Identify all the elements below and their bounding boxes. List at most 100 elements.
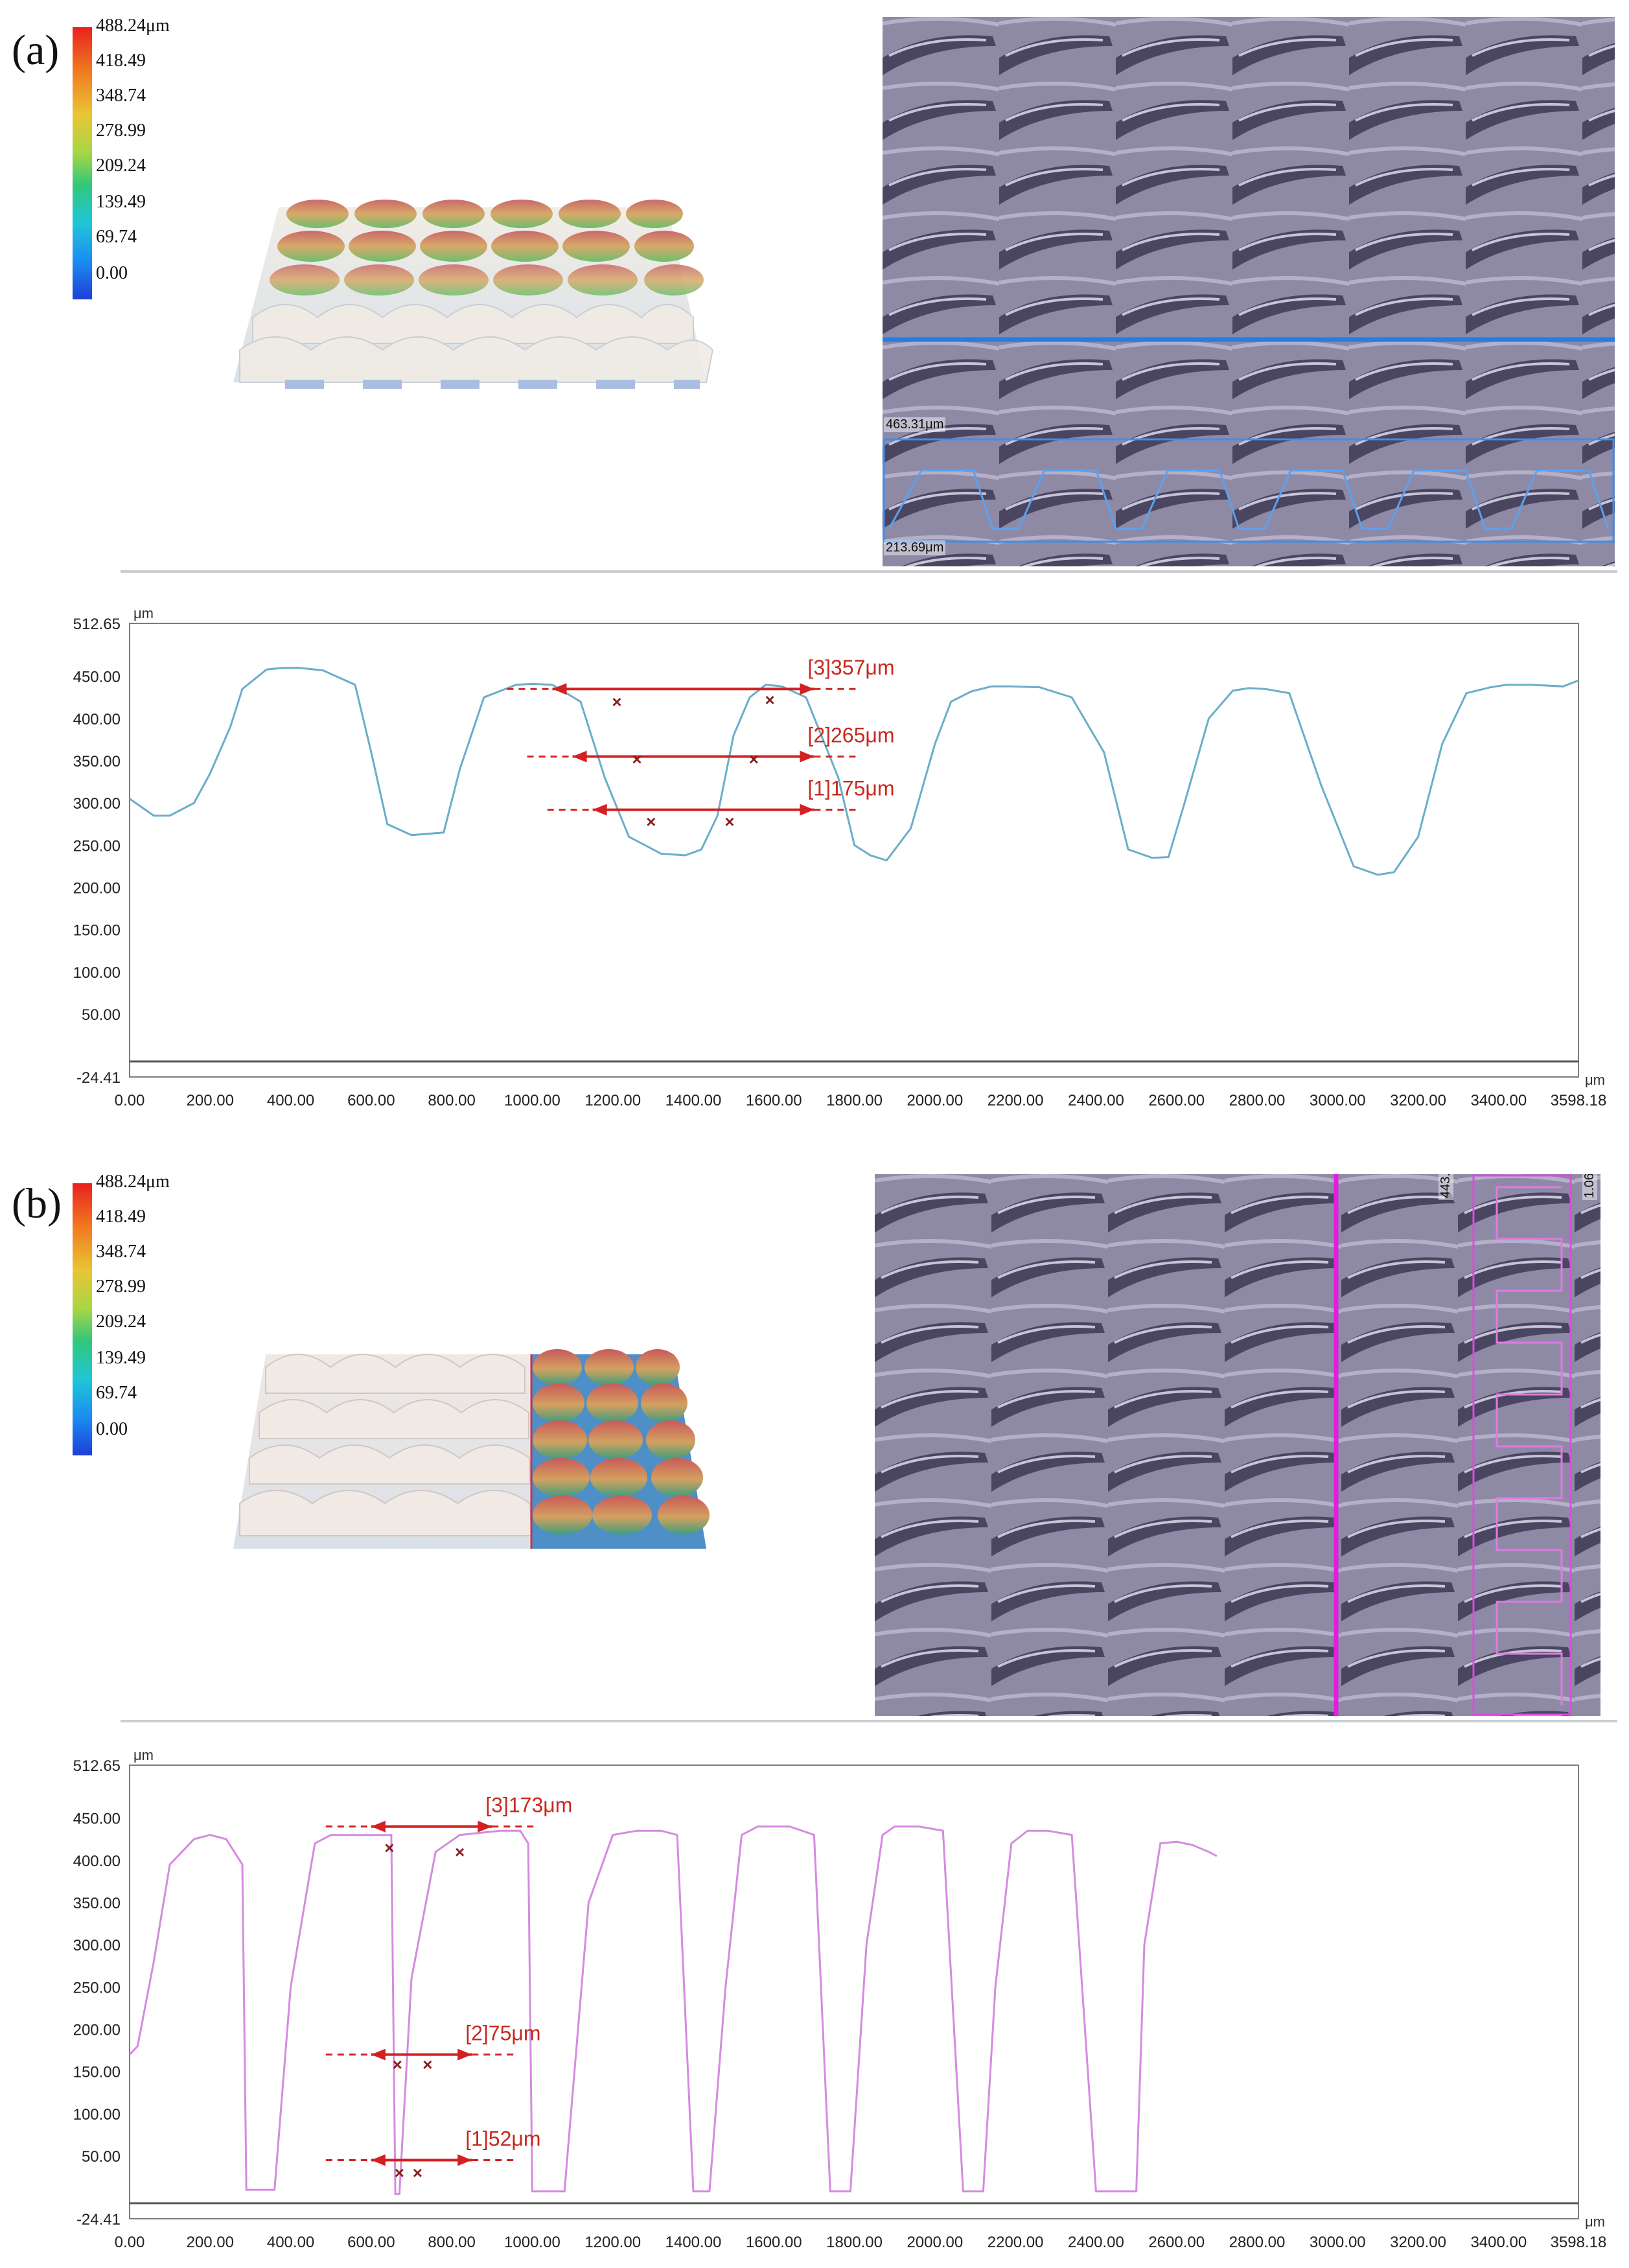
y-tick-label: 400.00 xyxy=(73,711,121,728)
x-tick-label: 400.00 xyxy=(267,1092,314,1109)
colorbar-tick: 488.24μm xyxy=(96,1172,170,1192)
x-tick-label: 1000.00 xyxy=(504,2234,560,2251)
x-tick-label: 400.00 xyxy=(267,2234,314,2251)
x-axis-unit: μm xyxy=(1585,1072,1605,1088)
profile-chart-a: 512.65 450.00 400.00 350.00 300.00 250.00 200.… xyxy=(73,605,1607,1109)
y-tick-label: -24.41 xyxy=(76,1069,121,1087)
svg-text:×: × xyxy=(749,749,759,769)
x-tick-label: 2800.00 xyxy=(1229,2234,1286,2251)
colorbar-tick: 209.24 xyxy=(96,156,146,176)
svg-text:×: × xyxy=(422,2055,432,2074)
x-tick-label: 2000.00 xyxy=(907,1092,963,1109)
x-tick-label: 1400.00 xyxy=(665,2234,722,2251)
y-tick-label: 400.00 xyxy=(73,1853,121,1870)
y-tick-label: 450.00 xyxy=(73,669,121,686)
svg-text:×: × xyxy=(455,1842,465,1862)
y-tick-label: 300.00 xyxy=(73,1937,121,1954)
y-axis-unit: μm xyxy=(133,1747,154,1763)
x-tick-label: 600.00 xyxy=(347,2234,395,2251)
y-tick-label: 50.00 xyxy=(82,1006,121,1024)
colorbar-tick: 278.99 xyxy=(96,121,146,141)
surface-3d-a xyxy=(233,200,714,389)
y-tick-label: 350.00 xyxy=(73,1895,121,1912)
colorbar-tick: 139.49 xyxy=(96,1348,146,1368)
micrograph-b-image xyxy=(875,1174,1600,1716)
x-tick-label: 600.00 xyxy=(347,1092,395,1109)
width-label: [2]75μm xyxy=(465,2022,540,2045)
x-tick-label: 2800.00 xyxy=(1229,1092,1286,1109)
micro-annotation: 463.31μm xyxy=(884,417,946,432)
colorbar-tick: 209.24 xyxy=(96,1312,146,1332)
width-label: [3]173μm xyxy=(485,1794,572,1817)
svg-text:×: × xyxy=(393,2055,402,2074)
x-tick-label: 3598.18 xyxy=(1551,1092,1607,1109)
colorbar-tick: 0.00 xyxy=(96,263,128,283)
y-tick-label: 50.00 xyxy=(82,2148,121,2166)
x-tick-label: 2000.00 xyxy=(907,2234,963,2251)
panel-b-label: (b) xyxy=(12,1180,62,1227)
x-tick-label: 1200.00 xyxy=(584,2234,641,2251)
x-tick-label: 2400.00 xyxy=(1068,2234,1124,2251)
x-axis-unit: μm xyxy=(1585,2214,1605,2230)
series-line xyxy=(129,667,1579,876)
x-tick-label: 2400.00 xyxy=(1068,1092,1124,1109)
svg-text:×: × xyxy=(646,812,656,831)
x-tick-label: 3400.00 xyxy=(1470,1092,1527,1109)
micrograph-a-image xyxy=(883,17,1615,566)
width-label: [3]357μm xyxy=(807,656,894,679)
y-tick-label: 350.00 xyxy=(73,753,121,770)
width-label: [1]175μm xyxy=(807,777,894,800)
x-tick-label: 1800.00 xyxy=(826,1092,883,1109)
y-tick-label: 512.65 xyxy=(73,616,121,633)
svg-text:×: × xyxy=(612,692,621,712)
x-tick-label: 200.00 xyxy=(187,2234,234,2251)
x-tick-label: 3000.00 xyxy=(1310,1092,1366,1109)
x-tick-label: 800.00 xyxy=(428,2234,475,2251)
x-tick-label: 3200.00 xyxy=(1390,2234,1446,2251)
series-line xyxy=(128,1825,1218,2195)
width-marker: × × [1]175μm xyxy=(547,777,894,831)
colorbar-a xyxy=(73,27,92,299)
colorbar-tick: 418.49 xyxy=(96,51,146,71)
y-tick-label: 200.00 xyxy=(73,880,121,897)
x-tick-label: 1000.00 xyxy=(504,1092,560,1109)
x-tick-label: 3200.00 xyxy=(1390,1092,1446,1109)
x-tick-label: 1600.00 xyxy=(746,1092,802,1109)
y-tick-label: 100.00 xyxy=(73,964,121,982)
x-tick-label: 3400.00 xyxy=(1470,2234,1527,2251)
x-tick-label: 2600.00 xyxy=(1148,2234,1205,2251)
micro-annotation: 213.69μm xyxy=(884,540,946,555)
x-tick-label: 1600.00 xyxy=(746,2234,802,2251)
colorbar-tick: 348.74 xyxy=(96,86,146,106)
y-axis-unit: μm xyxy=(133,605,154,621)
x-tick-label: 0.00 xyxy=(115,1092,145,1109)
x-tick-label: 2600.00 xyxy=(1148,1092,1205,1109)
svg-text:×: × xyxy=(765,690,774,710)
x-tick-label: 0.00 xyxy=(115,2234,145,2251)
x-tick-label: 1800.00 xyxy=(826,2234,883,2251)
surface-bumps-b xyxy=(533,1349,710,1534)
width-marker: × × [3]357μm xyxy=(507,656,894,712)
width-marker: × × [2]75μm xyxy=(325,2022,540,2074)
y-tick-label: 300.00 xyxy=(73,795,121,813)
width-label: [1]52μm xyxy=(465,2127,540,2151)
y-tick-label: 512.65 xyxy=(73,1757,121,1775)
separator-a xyxy=(121,570,1617,573)
svg-text:×: × xyxy=(395,2163,404,2182)
y-tick-label: -24.41 xyxy=(76,2211,121,2228)
plot-frame xyxy=(129,623,1579,1078)
svg-text:×: × xyxy=(724,812,734,831)
separator-b xyxy=(121,1720,1617,1722)
width-marker: × × [3]173μm xyxy=(325,1794,572,1862)
width-marker: × × [1]52μm xyxy=(325,2127,540,2182)
colorbar-tick: 69.74 xyxy=(96,227,137,247)
y-tick-label: 450.00 xyxy=(73,1811,121,1828)
colorbar-tick: 278.99 xyxy=(96,1277,146,1297)
micrograph-b: 443.59μm 1.06μm xyxy=(875,1174,1600,1716)
svg-text:×: × xyxy=(413,2163,422,2182)
x-tick-label: 1400.00 xyxy=(665,1092,722,1109)
surface-bumps-a xyxy=(270,200,704,295)
colorbar-tick: 0.00 xyxy=(96,1419,128,1439)
svg-text:×: × xyxy=(384,1838,394,1857)
y-tick-label: 250.00 xyxy=(73,1979,121,1996)
